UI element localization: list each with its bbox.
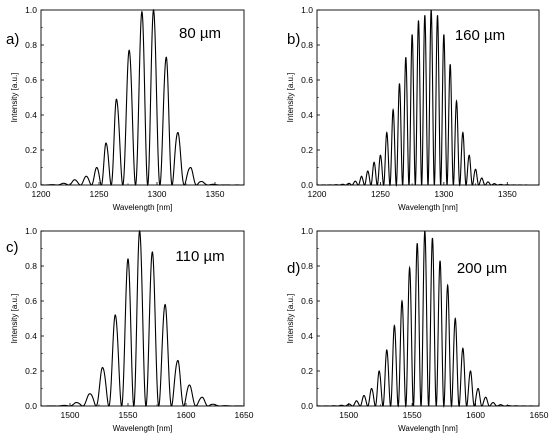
panel-a: 0.0 0.2 0.4 0.6 0.8 1.0 1200 1250 1300 1350 Wavele… (6, 5, 245, 212)
x-tick-label: 1250 (371, 189, 390, 199)
y-tick-label: 0.0 (25, 401, 37, 411)
y-tick-label: 0.2 (301, 145, 313, 155)
x-tick-label: 1350 (498, 189, 517, 199)
y-tick-label: 0.8 (301, 261, 313, 271)
y-tick-label: 0.6 (301, 296, 313, 306)
spectrum-line (317, 230, 539, 409)
y-tick-label: 1.0 (25, 226, 37, 236)
y-tick-label: 0.6 (25, 296, 37, 306)
y-tick-label: 0.8 (25, 261, 37, 271)
y-axis-label: Intensity [a.u.] (10, 73, 19, 123)
panel-d: 0.0 0.2 0.4 0.6 0.8 1.0 1500 1550 1600 1650 Wavele… (286, 226, 549, 433)
x-axis-label: Wavelength [nm] (113, 203, 173, 212)
plot-frame (316, 9, 540, 186)
spectrum-line (41, 229, 244, 408)
y-tick-label: 0.0 (301, 180, 313, 190)
x-tick-label: 1550 (119, 410, 138, 420)
thickness-annotation: 80 µm (179, 25, 221, 42)
y-tick-label: 0.8 (25, 40, 37, 50)
y-tick-label: 1.0 (25, 5, 37, 15)
y-tick-label: 0.2 (25, 145, 37, 155)
x-axis-label: Wavelength [nm] (398, 424, 458, 433)
y-tick-label: 0.2 (301, 366, 313, 376)
y-tick-label: 0.4 (25, 331, 37, 341)
x-tick-label: 1600 (466, 410, 485, 420)
x-tick-label: 1550 (403, 410, 422, 420)
x-tick-label: 1300 (434, 189, 453, 199)
spectrum-line (41, 8, 244, 187)
thickness-annotation: 200 µm (457, 260, 507, 277)
y-tick-label: 0.6 (301, 75, 313, 85)
y-tick-label: 0.6 (25, 75, 37, 85)
y-tick-label: 0.8 (301, 40, 313, 50)
panel-letter: b) (287, 31, 300, 48)
x-tick-label: 1500 (61, 410, 80, 420)
x-axis-label: Wavelength [nm] (113, 424, 173, 433)
y-axis-label: Intensity [a.u.] (286, 294, 295, 344)
y-tick-label: 1.0 (301, 226, 313, 236)
y-tick-label: 0.4 (301, 110, 313, 120)
x-tick-label: 1650 (235, 410, 254, 420)
thickness-annotation: 160 µm (455, 27, 505, 44)
x-tick-label: 1200 (308, 189, 327, 199)
thickness-annotation: 110 µm (175, 248, 224, 265)
panel-letter: a) (6, 31, 19, 48)
panel-letter: c) (6, 239, 19, 256)
x-tick-label: 1250 (90, 189, 109, 199)
x-tick-label: 1500 (339, 410, 358, 420)
y-tick-label: 0.4 (25, 110, 37, 120)
panel-b: 0.0 0.2 0.4 0.6 0.8 1.0 1200 1250 1300 1350 Wavele… (286, 5, 540, 212)
x-axis-label: Wavelength [nm] (398, 203, 458, 212)
y-tick-label: 0.4 (301, 331, 313, 341)
panel-c: 0.0 0.2 0.4 0.6 0.8 1.0 1500 1550 1600 1650 Wavele… (6, 226, 254, 433)
y-tick-label: 1.0 (301, 5, 313, 15)
y-axis-label: Intensity [a.u.] (286, 73, 295, 123)
panel-letter: d) (287, 260, 300, 277)
x-tick-label: 1300 (148, 189, 167, 199)
y-tick-label: 0.0 (25, 180, 37, 190)
x-tick-label: 1650 (530, 410, 549, 420)
x-tick-label: 1200 (32, 189, 51, 199)
x-tick-label: 1600 (177, 410, 196, 420)
y-tick-label: 0.2 (25, 366, 37, 376)
y-tick-label: 0.0 (301, 401, 313, 411)
y-axis-label: Intensity [a.u.] (10, 294, 19, 344)
x-tick-label: 1350 (206, 189, 225, 199)
spectrum-line (317, 9, 539, 188)
